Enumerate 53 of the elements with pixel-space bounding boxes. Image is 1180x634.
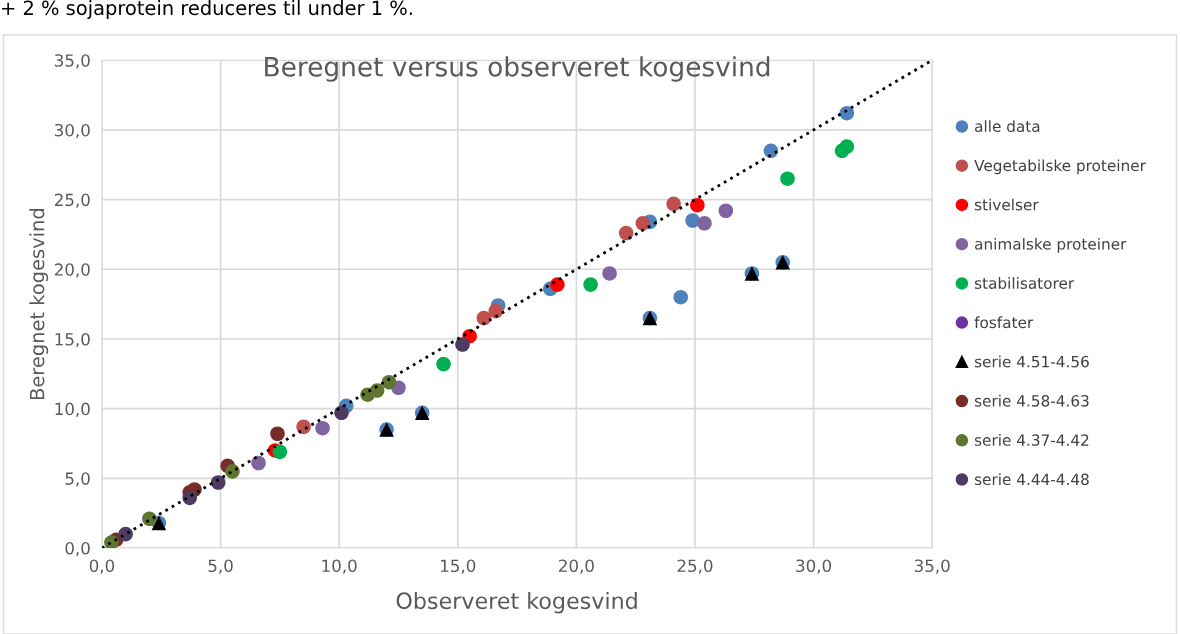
- text: + 2 % sojaprotein reduceres til under 1 %.: [2, 0, 412, 19]
- point: [666, 196, 681, 212]
- y-tick-label: 25,0: [54, 193, 90, 208]
- point: [210, 475, 226, 490]
- y-axis-title: Beregnet kogesvind: [29, 209, 49, 400]
- legend-label: animalske proteiner: [975, 237, 1127, 253]
- x-tick-label: 35,0: [914, 559, 950, 574]
- y-tick-label: 15,0: [55, 332, 90, 348]
- x-tick-label: 30,0: [796, 559, 832, 574]
- point: [697, 216, 712, 231]
- legend-label: stivelser: [974, 198, 1039, 211]
- point: [839, 105, 855, 121]
- legend-label: alle data: [975, 120, 1040, 133]
- point: [104, 535, 119, 549]
- legend-label: Vegetabilske proteiner: [974, 159, 1146, 175]
- point: [635, 216, 651, 231]
- y-tick-label: 10,0: [55, 402, 90, 417]
- point: [488, 303, 504, 319]
- point: [436, 356, 451, 372]
- point: [272, 444, 288, 460]
- point: [839, 139, 855, 154]
- chart-title: Beregnet versus observeret kogesvind: [265, 56, 770, 82]
- y-tick-label: 0,0: [65, 541, 90, 557]
- point: [455, 337, 470, 352]
- point: [718, 203, 734, 219]
- legend-label: serie 4.44-4.48: [974, 473, 1089, 486]
- point: [369, 383, 385, 398]
- point: [602, 266, 617, 281]
- x-tick-label: 15,0: [441, 559, 476, 574]
- legend-label: stabilisatorer: [974, 277, 1075, 289]
- legend-label: serie 4.58-4.63: [974, 394, 1089, 407]
- point: [690, 197, 705, 213]
- y-tick-label: 5,0: [65, 472, 90, 487]
- x-tick-label: 0,0: [89, 559, 115, 574]
- y-tick-label: 35,0: [55, 54, 90, 69]
- point: [583, 277, 598, 292]
- x-tick-label: 25,0: [677, 559, 713, 574]
- point: [780, 171, 795, 186]
- x-axis-title: Observeret kogesvind: [396, 591, 637, 614]
- x-tick-label: 5,0: [208, 559, 233, 574]
- legend-label: serie 4.51-4.56: [974, 355, 1089, 368]
- legend-label: serie 4.37-4.42: [974, 434, 1089, 446]
- point: [315, 420, 330, 436]
- y-tick-label: 20,0: [54, 263, 90, 278]
- point: [270, 426, 285, 442]
- point: [334, 405, 349, 421]
- legend-label: fosfater: [974, 316, 1034, 329]
- point: [251, 455, 266, 471]
- x-tick-label: 10,0: [322, 559, 357, 574]
- x-tick-label: 20,0: [559, 559, 594, 574]
- point: [618, 225, 634, 241]
- point: [673, 289, 689, 305]
- y-tick-label: 30,0: [55, 123, 90, 139]
